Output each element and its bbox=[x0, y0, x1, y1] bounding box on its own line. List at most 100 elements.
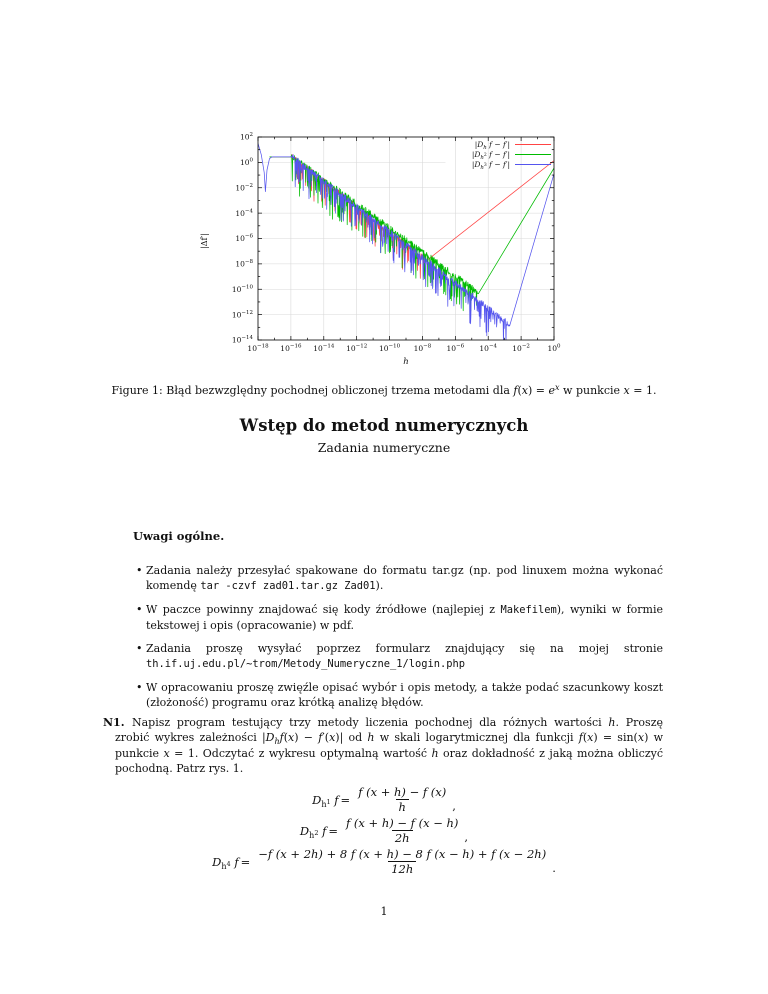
tick-label: 10−4 bbox=[479, 344, 497, 354]
formula-lhs: Dh1 f = bbox=[312, 792, 351, 809]
tick-label: 100 bbox=[240, 158, 254, 168]
figure-caption: Figure 1: Błąd bezwzględny pochodnej obl… bbox=[103, 383, 665, 399]
text-segment: Makefilem bbox=[500, 604, 557, 616]
tick-label: 10−8 bbox=[235, 259, 253, 269]
text-segment: ) − bbox=[294, 731, 319, 744]
legend-label: |Dh2 f − f′| bbox=[472, 150, 510, 161]
doc-subtitle: Zadania numeryczne bbox=[317, 440, 451, 455]
problem-label: N1. bbox=[103, 716, 125, 729]
tick-label: 10−14 bbox=[232, 335, 254, 345]
text-segment: f bbox=[318, 731, 323, 744]
doc-title: Wstęp do metod numerycznych bbox=[239, 416, 529, 435]
formula-line: Dh1 f = f (x + h) − f (x) h, bbox=[312, 785, 456, 814]
list-item: • Zadania należy przesyłać spakowane do f… bbox=[133, 563, 663, 594]
formula-lhs: Dh2 f = bbox=[299, 823, 339, 840]
text-segment: x bbox=[288, 731, 295, 744]
text-segment: W paczce powinny znajdować się kody źród… bbox=[146, 603, 501, 616]
text-segment: ( bbox=[582, 731, 588, 744]
text-segment: f bbox=[578, 731, 583, 744]
list-item: • W paczce powinny znajdować się kody źró… bbox=[133, 602, 663, 633]
x-axis-label: h bbox=[403, 357, 408, 367]
text-segment: h bbox=[608, 716, 616, 729]
text-segment: th.if.uj.edu.pl/~trom/Metody_Numeryczne_… bbox=[146, 658, 466, 670]
tick-label: 10−2 bbox=[512, 344, 530, 354]
text-segment: h bbox=[431, 747, 439, 760]
axis-ticks bbox=[257, 136, 555, 341]
legend-label: |Dh3 f − f′| bbox=[472, 160, 510, 171]
text-segment: ). bbox=[375, 579, 384, 592]
text-segment: f bbox=[279, 731, 284, 744]
formula-block: Dh1 f = f (x + h) − f (x) h, Dh2 f = f (x + h)… bbox=[103, 784, 665, 877]
text-segment: h bbox=[367, 731, 375, 744]
error-plot: 10−18 10−16 10−14 10−12 10−10 10−8 10−6 10−4 10−… bbox=[200, 132, 561, 367]
text-segment: ( bbox=[324, 731, 330, 744]
y-axis: 10−14 10−12 10−10 10−8 10−6 10−4 10−2 100 102 bbox=[232, 132, 254, 345]
tick-label: 10−16 bbox=[280, 344, 302, 354]
text-segment: x bbox=[587, 731, 594, 744]
text-segment: . Proszę zrobić wykres zależności | bbox=[115, 716, 663, 744]
formula-line: Dh4 f = −f (x + 2h) + 8 f (x + h) − 8 f (x… bbox=[212, 847, 556, 876]
text-segment: D bbox=[265, 731, 275, 744]
text-segment: = 1. bbox=[629, 384, 657, 397]
section-heading: Uwagi ogólne. bbox=[133, 529, 225, 543]
tick-label: 10−6 bbox=[235, 234, 253, 244]
text-segment: W opracowaniu proszę zwięźle opisać wybó… bbox=[146, 681, 663, 709]
text-segment: = 1. Odczytać z wykresu optymalną wartoś… bbox=[169, 747, 432, 760]
text-segment: w punkcie bbox=[559, 384, 624, 397]
page-number: 1 bbox=[380, 905, 388, 918]
text-segment: ′ bbox=[322, 731, 325, 744]
fraction: f (x + h) − f (x − h) 2h bbox=[346, 816, 459, 845]
text-segment: tar -czvf zad01.tar.gz Zad01 bbox=[200, 580, 376, 592]
text-segment: x bbox=[521, 384, 529, 397]
bullet-icon: • bbox=[136, 642, 143, 655]
problem-text: Napisz program testujący trzy metody lic… bbox=[115, 716, 663, 775]
text-segment: Napisz program testujący trzy metody lic… bbox=[132, 716, 609, 729]
tick-label: 10−6 bbox=[447, 344, 465, 354]
text-segment: x bbox=[555, 383, 560, 392]
tick-label: 10−4 bbox=[235, 208, 253, 218]
text-segment: x bbox=[329, 731, 336, 744]
formula-lhs: Dh4 f = bbox=[212, 854, 251, 871]
formula-line: Dh2 f = f (x + h) − f (x − h) 2h, bbox=[299, 816, 469, 845]
text-segment: ), wyniki w formie tekstowej i opis (opr… bbox=[146, 603, 663, 632]
tick-label: 10−10 bbox=[232, 284, 254, 294]
text-segment: Zadania proszę wysyłać poprzez formularz… bbox=[146, 642, 663, 655]
legend-label: |Dh f − f′| bbox=[475, 140, 510, 151]
data-series bbox=[258, 143, 554, 340]
text-segment: ) = sin( bbox=[593, 731, 638, 744]
tick-label: 10−2 bbox=[235, 183, 253, 193]
fraction: f (x + h) − f (x) h bbox=[358, 785, 447, 814]
text-segment: x bbox=[163, 747, 170, 760]
bullet-icon: • bbox=[136, 564, 143, 577]
y-axis-label: |Δf′| bbox=[200, 233, 209, 249]
text-segment: ( bbox=[283, 731, 289, 744]
bullet-list: • Zadania należy przesyłać spakowane do f… bbox=[133, 563, 663, 718]
text-segment: Figure 1: Błąd bezwzględny pochodnej obl… bbox=[111, 384, 514, 397]
fraction: −f (x + 2h) + 8 f (x + h) − 8 f (x − h) … bbox=[258, 847, 547, 876]
problem-statement: N1. Napisz program testujący trzy metody … bbox=[103, 715, 663, 776]
text-segment: oraz dokładność z jaką można obliczyć po… bbox=[115, 747, 664, 775]
tick-label: 10−18 bbox=[247, 344, 269, 354]
series-line bbox=[258, 143, 554, 340]
tick-label: 102 bbox=[240, 132, 253, 142]
x-axis: 10−18 10−16 10−14 10−12 10−10 10−8 10−6 10−4 10−… bbox=[247, 344, 561, 354]
text-segment: h bbox=[274, 737, 280, 746]
legend: |Dh f − f′||Dh2 f − f′||Dh3 f − f′| bbox=[472, 140, 551, 171]
bullet-icon: • bbox=[136, 603, 143, 616]
text-segment: e bbox=[548, 384, 556, 397]
text-segment: x bbox=[623, 384, 630, 397]
text-segment: ) = bbox=[528, 384, 549, 397]
text-segment: ) w punkcie bbox=[115, 731, 663, 760]
text-segment: )| od bbox=[335, 731, 368, 744]
tick-label: 100 bbox=[547, 344, 561, 354]
tick-label: 10−12 bbox=[346, 344, 367, 354]
text-segment: f bbox=[513, 384, 518, 397]
text-segment: Zadania należy przesyłać spakowane do fo… bbox=[146, 564, 663, 592]
text-segment: x bbox=[637, 731, 645, 744]
tick-label: 10−12 bbox=[232, 310, 253, 320]
list-item: • W opracowaniu proszę zwięźle opisać wyb… bbox=[133, 680, 663, 710]
tick-label: 10−10 bbox=[379, 344, 401, 354]
bullet-icon: • bbox=[136, 681, 143, 694]
tick-label: 10−8 bbox=[414, 344, 432, 354]
